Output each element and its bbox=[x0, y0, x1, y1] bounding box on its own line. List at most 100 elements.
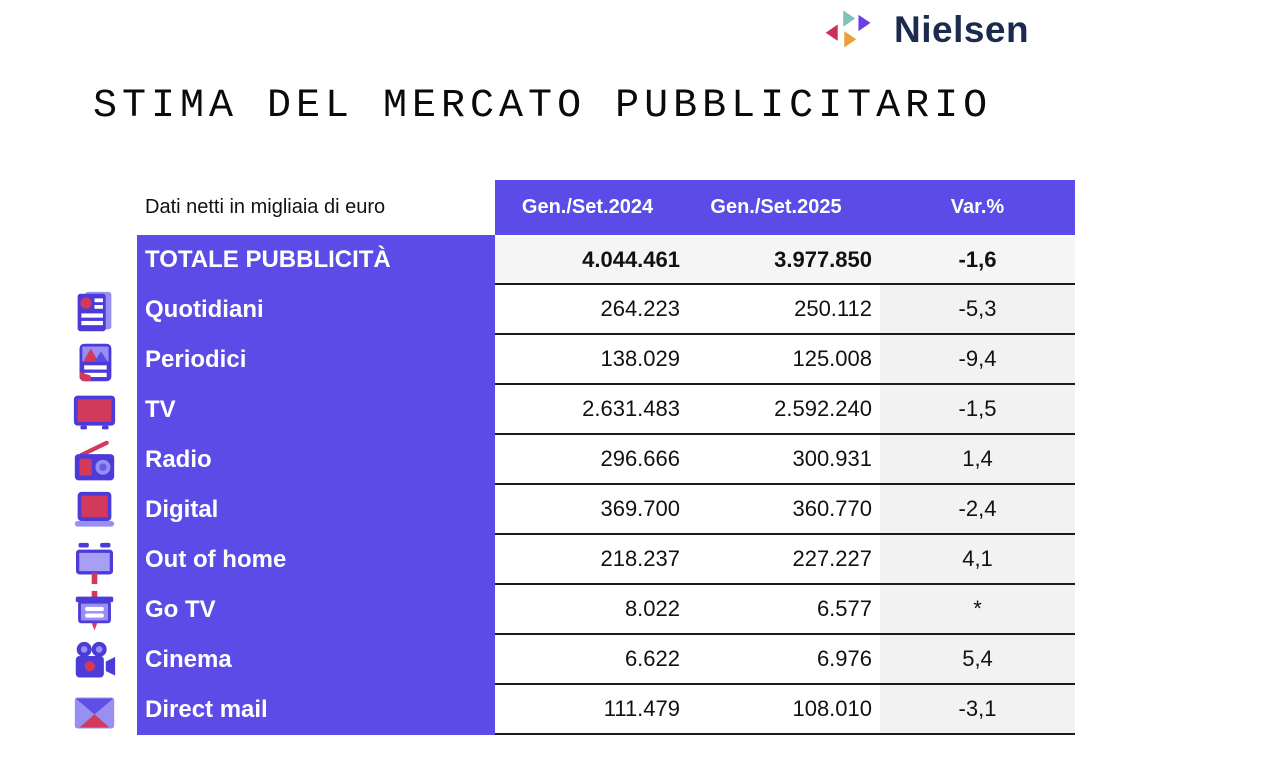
billboard-icon bbox=[72, 540, 117, 585]
row-values: 218.237 227.227 4,1 bbox=[495, 535, 1075, 585]
cell-gap bbox=[872, 585, 880, 633]
icons-column bbox=[52, 180, 136, 740]
page-title: STIMA DEL MERCATO PUBBLICITARIO bbox=[93, 84, 993, 129]
media-icon-cell bbox=[52, 587, 136, 637]
row-values: 138.029 125.008 -9,4 bbox=[495, 335, 1075, 385]
media-icon-cell bbox=[52, 437, 136, 487]
nielsen-wordmark: Nielsen bbox=[894, 9, 1030, 50]
advertising-table: Dati netti in migliaia di euro Gen./Set.… bbox=[137, 180, 1075, 735]
cell-var: -2,4 bbox=[880, 485, 1075, 533]
cell-2025: 108.010 bbox=[792, 696, 872, 721]
row-values: 8.022 6.577 * bbox=[495, 585, 1075, 635]
row-label: Digital bbox=[145, 496, 219, 523]
cell-var: 5,4 bbox=[880, 635, 1075, 683]
table-row: Radio 296.666 300.931 1,4 bbox=[137, 435, 1075, 485]
cell-var: -1,6 bbox=[880, 237, 1075, 283]
cell-gap bbox=[872, 485, 880, 533]
table-row: TV 2.631.483 2.592.240 -1,5 bbox=[137, 385, 1075, 435]
row-values: 2.631.483 2.592.240 -1,5 bbox=[495, 385, 1075, 435]
table-row: Periodici 138.029 125.008 -9,4 bbox=[137, 335, 1075, 385]
cell-2024: 4.044.461 bbox=[495, 237, 680, 283]
row-label: Go TV bbox=[145, 596, 216, 623]
cell-gap bbox=[872, 435, 880, 483]
cell-2024: 2.631.483 bbox=[582, 396, 680, 421]
radio-icon bbox=[72, 440, 117, 485]
table-header: Dati netti in migliaia di euro Gen./Set.… bbox=[137, 180, 1075, 235]
cell-2024: 296.666 bbox=[600, 446, 680, 471]
nielsen-logo-icon bbox=[825, 10, 871, 48]
cell-var: 4,1 bbox=[880, 535, 1075, 583]
laptop-icon bbox=[72, 490, 117, 535]
cell-2024: 218.237 bbox=[600, 546, 680, 571]
row-values: 111.479 108.010 -3,1 bbox=[495, 685, 1075, 735]
nielsen-logo: Nielsen bbox=[822, 6, 1029, 54]
table-row: Cinema 6.622 6.976 5,4 bbox=[137, 635, 1075, 685]
cell-2025: 3.977.850 bbox=[680, 237, 872, 283]
newspaper-icon bbox=[72, 290, 117, 335]
cell-var: -1,5 bbox=[880, 385, 1075, 433]
media-icon-cell bbox=[52, 387, 136, 437]
cinema-icon bbox=[72, 640, 117, 685]
row-label-cell: TOTALE PUBBLICITÀ bbox=[137, 235, 495, 285]
cell-var: * bbox=[880, 585, 1075, 633]
row-label: Quotidiani bbox=[145, 296, 264, 323]
table-row: Direct mail 111.479 108.010 -3,1 bbox=[137, 685, 1075, 735]
row-label: TV bbox=[145, 396, 176, 423]
row-label-cell: Go TV bbox=[137, 585, 495, 635]
cell-2025: 6.976 bbox=[816, 646, 872, 671]
magazine-icon bbox=[72, 340, 117, 385]
row-label: Out of home bbox=[145, 546, 287, 573]
cell-gap bbox=[872, 685, 880, 733]
cell-2024: 138.029 bbox=[600, 346, 680, 371]
cell-2024: 8.022 bbox=[624, 596, 680, 621]
cell-2025: 125.008 bbox=[792, 346, 872, 371]
cell-2025: 360.770 bbox=[792, 496, 872, 521]
unit-label: Dati netti in migliaia di euro bbox=[137, 180, 495, 235]
cell-gap bbox=[872, 285, 880, 333]
media-icon-cell bbox=[52, 637, 136, 687]
cell-2025: 300.931 bbox=[792, 446, 872, 471]
table-row: Digital 369.700 360.770 -2,4 bbox=[137, 485, 1075, 535]
table-row: Quotidiani 264.223 250.112 -5,3 bbox=[137, 285, 1075, 335]
row-label: Direct mail bbox=[145, 696, 268, 723]
cell-var: -5,3 bbox=[880, 285, 1075, 333]
row-label-cell: Cinema bbox=[137, 635, 495, 685]
cell-gap bbox=[872, 535, 880, 583]
row-label: Radio bbox=[145, 446, 212, 473]
row-label-cell: Direct mail bbox=[137, 685, 495, 735]
row-label-cell: Periodici bbox=[137, 335, 495, 385]
row-values: 369.700 360.770 -2,4 bbox=[495, 485, 1075, 535]
table-row: Out of home 218.237 227.227 4,1 bbox=[137, 535, 1075, 585]
col-header-2024: Gen./Set.2024 bbox=[521, 196, 654, 218]
tv-icon bbox=[72, 390, 117, 435]
cell-var: -3,1 bbox=[880, 685, 1075, 733]
media-icon-cell bbox=[52, 687, 136, 737]
cell-2024: 6.622 bbox=[624, 646, 680, 671]
cell-gap bbox=[872, 385, 880, 433]
cell-2025: 227.227 bbox=[792, 546, 872, 571]
gotv-icon bbox=[72, 590, 117, 635]
row-label: Cinema bbox=[145, 646, 232, 673]
header-columns: Gen./Set.2024 Gen./Set.2025 Var.% bbox=[495, 180, 1075, 235]
col-header-var: Var.% bbox=[950, 196, 1005, 218]
cell-2024: 369.700 bbox=[600, 496, 680, 521]
media-icon-cell bbox=[52, 337, 136, 387]
table-body: TOTALE PUBBLICITÀ 4.044.461 3.977.850 -1… bbox=[137, 235, 1075, 735]
row-label-cell: Digital bbox=[137, 485, 495, 535]
cell-gap bbox=[872, 635, 880, 683]
row-values: 4.044.461 3.977.850 -1,6 bbox=[495, 235, 1075, 285]
row-label-cell: Quotidiani bbox=[137, 285, 495, 335]
row-label-cell: Out of home bbox=[137, 535, 495, 585]
row-values: 6.622 6.976 5,4 bbox=[495, 635, 1075, 685]
table-row: TOTALE PUBBLICITÀ 4.044.461 3.977.850 -1… bbox=[137, 235, 1075, 285]
row-label-cell: Radio bbox=[137, 435, 495, 485]
row-label-cell: TV bbox=[137, 385, 495, 435]
cell-2024: 264.223 bbox=[600, 296, 680, 321]
mail-icon bbox=[72, 690, 117, 735]
cell-2025: 250.112 bbox=[794, 296, 872, 321]
col-header-2025: Gen./Set.2025 bbox=[710, 196, 842, 218]
cell-var: 1,4 bbox=[880, 435, 1075, 483]
row-values: 296.666 300.931 1,4 bbox=[495, 435, 1075, 485]
cell-2025: 6.577 bbox=[816, 596, 872, 621]
cell-2024: 111.479 bbox=[603, 696, 680, 721]
